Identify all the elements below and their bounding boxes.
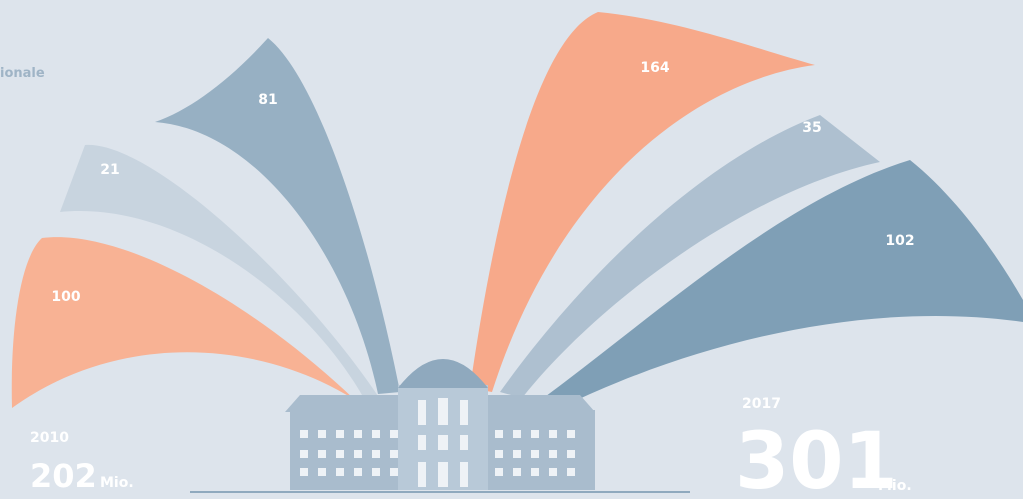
unit: Mio.: [878, 478, 912, 494]
year: 2017: [742, 396, 781, 412]
segment-value: 100: [51, 289, 80, 305]
total: 202: [30, 457, 97, 495]
header-label: ionale: [0, 66, 45, 81]
segment-value: 102: [885, 233, 914, 249]
year: 2010: [30, 430, 69, 446]
segment-value: 35: [802, 120, 821, 136]
segment-value: 164: [640, 60, 669, 76]
segment-value: 81: [258, 92, 277, 108]
unit: Mio.: [100, 475, 134, 491]
page: ionale 81 21 100 164 35 102 2010 202 Mio…: [0, 0, 1023, 499]
segment-value: 21: [100, 162, 119, 178]
total: 301: [735, 417, 898, 499]
infographic: ionale 81 21 100 164 35 102 2010 202 Mio…: [0, 0, 1023, 499]
